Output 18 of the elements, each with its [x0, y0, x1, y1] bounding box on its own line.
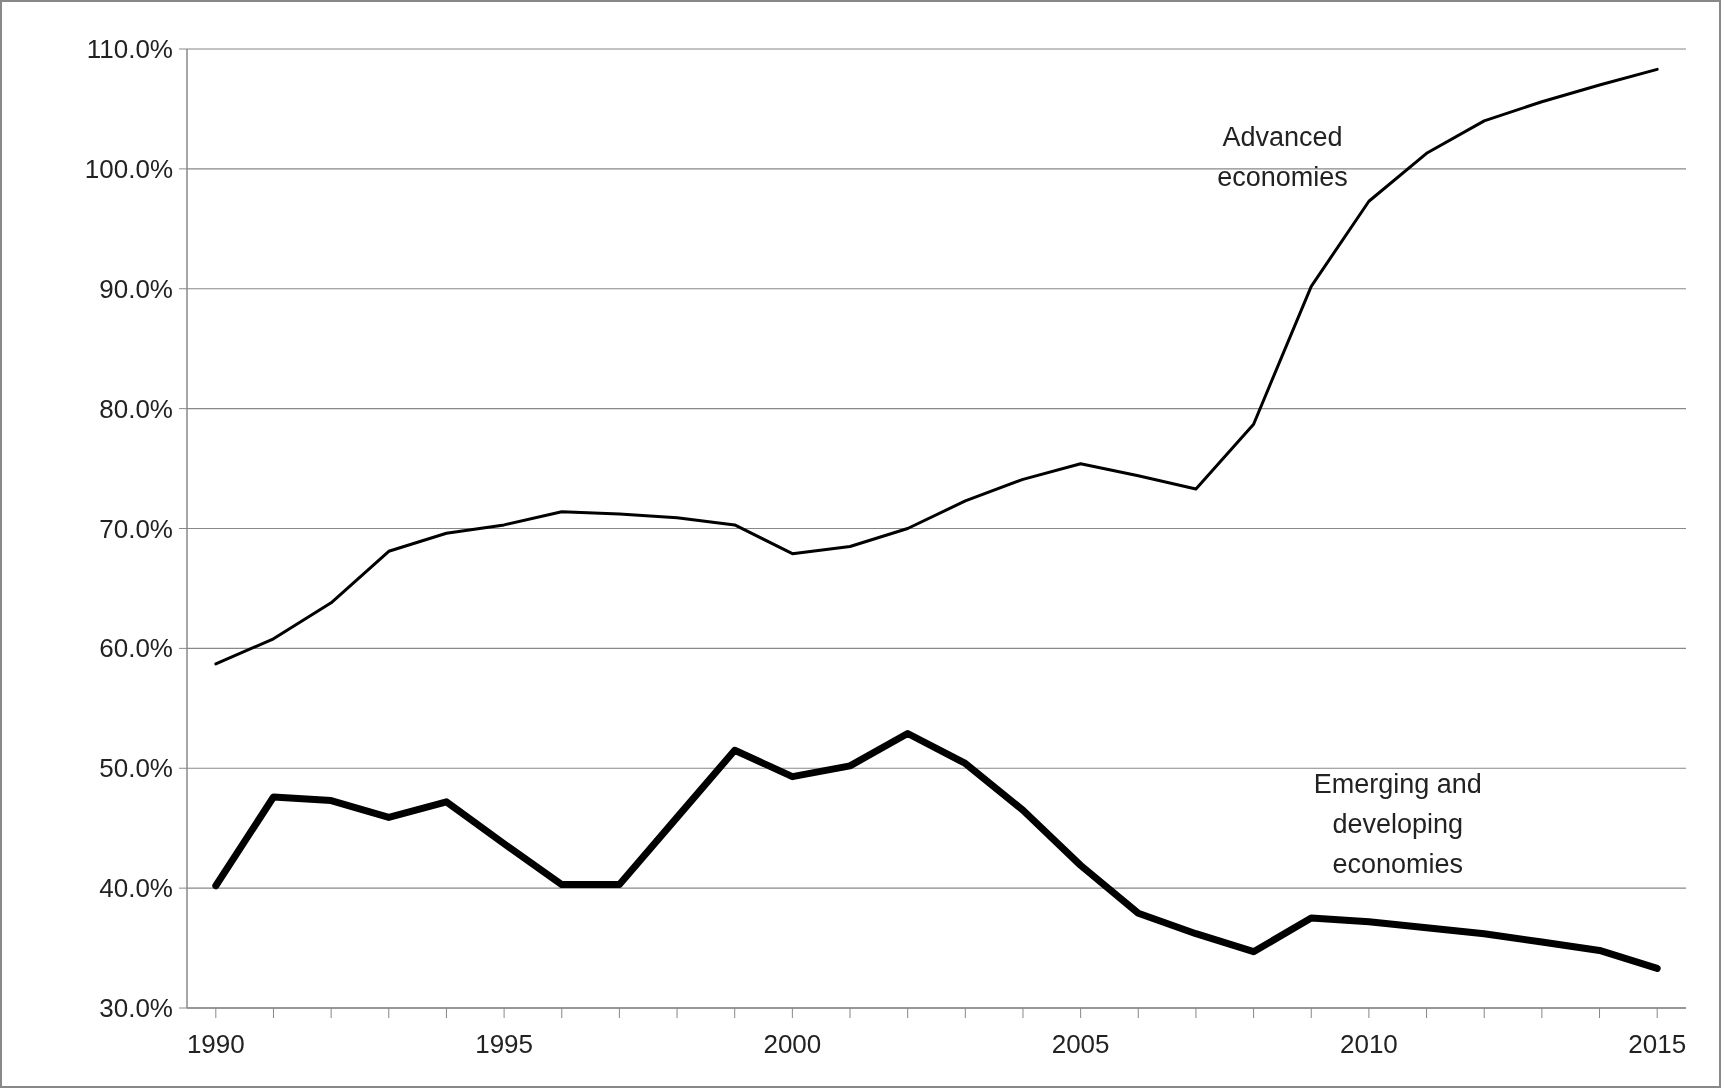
- y-tick-label: 40.0%: [99, 873, 173, 904]
- y-tick-label: 90.0%: [99, 273, 173, 304]
- x-tick-label: 2010: [1339, 1029, 1398, 1059]
- x-tick-label: 1995: [475, 1029, 534, 1059]
- y-tick-label: 30.0%: [99, 993, 173, 1024]
- y-tick-label: 60.0%: [99, 633, 173, 664]
- y-tick-label: 50.0%: [99, 753, 173, 784]
- series-label: Emerging and developing economies: [1313, 769, 1482, 880]
- series-label: Advanced economies: [1217, 122, 1348, 193]
- line-series: [214, 67, 1659, 666]
- x-tick-label: 2005: [1051, 1029, 1110, 1059]
- y-tick-label: 110.0%: [86, 34, 173, 65]
- y-tick-label: 70.0%: [99, 513, 173, 544]
- x-tick-label: 1990: [186, 1029, 245, 1059]
- x-tick-label: 2000: [763, 1029, 822, 1059]
- y-tick-label: 80.0%: [99, 393, 173, 424]
- y-tick-label: 100.0%: [84, 153, 173, 184]
- x-tick-label: 2015: [1628, 1029, 1687, 1059]
